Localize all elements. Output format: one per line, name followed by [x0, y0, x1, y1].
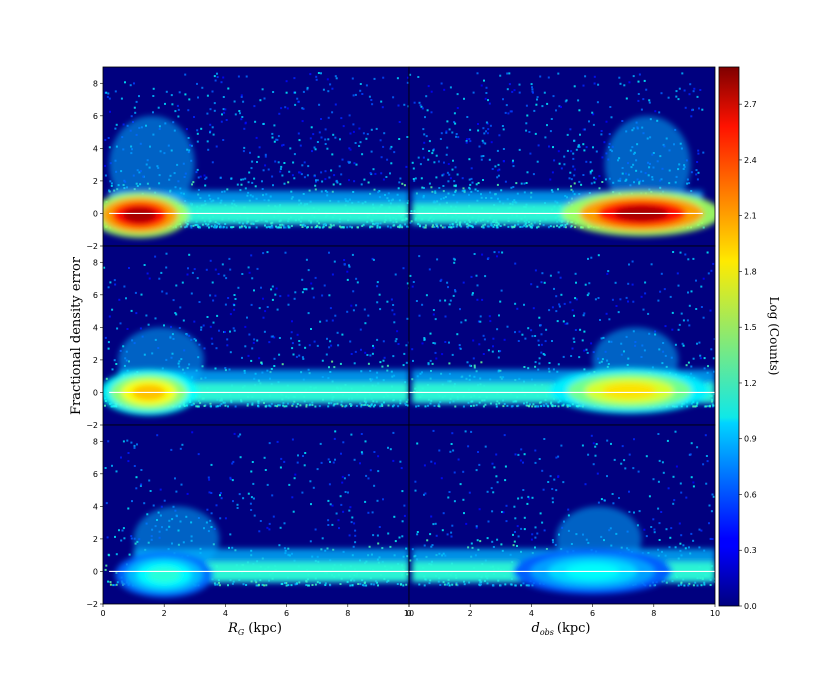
colorbar-tick-label: 1.5 — [744, 323, 757, 332]
y-tick-label: 2 — [93, 356, 98, 365]
y-tick-label: 6 — [93, 470, 98, 479]
x-label-left-subscript: G — [238, 628, 245, 637]
colorbar-tick-label: 0.6 — [744, 490, 757, 499]
y-tick-label: 0 — [93, 567, 98, 576]
x-tick-label: 6 — [284, 609, 289, 618]
x-tick-label: 0 — [406, 609, 411, 618]
panel-r2c2 — [408, 245, 716, 426]
y-tick-label: −2 — [86, 421, 98, 430]
y-tick-label: −2 — [86, 600, 98, 609]
y-tick-label: −2 — [86, 242, 98, 251]
colorbar-tick-label: 0.9 — [744, 435, 757, 444]
y-tick-label: 6 — [93, 112, 98, 121]
y-tick-label: 4 — [93, 144, 98, 153]
y-tick-label: 4 — [93, 323, 98, 332]
x-tick-label: 8 — [345, 609, 350, 618]
panel-r3c2 — [408, 424, 716, 605]
x-tick-label: 8 — [651, 609, 656, 618]
panel-r2c1 — [102, 245, 410, 426]
panel-frame — [408, 424, 716, 605]
x-tick-label: 2 — [162, 609, 167, 618]
colorbar-tick-label: 1.2 — [744, 379, 757, 388]
colorbar-label: Log (Counts) — [767, 297, 781, 376]
x-tick-label: 10 — [404, 609, 414, 618]
x-axis-label-right: dobs (kpc) — [532, 621, 591, 637]
x-tick-label: 0 — [100, 609, 105, 618]
y-tick-label: 0 — [93, 388, 98, 397]
colorbar-tick-label: 2.7 — [744, 100, 757, 109]
y-tick-label: 6 — [93, 291, 98, 300]
y-tick-label: 2 — [93, 177, 98, 186]
panel-r3c1 — [102, 424, 410, 605]
y-axis-label: Fractional density error — [69, 256, 84, 415]
density-core — [103, 327, 409, 416]
density-core — [412, 327, 715, 414]
colorbar-ticks: 0.0 0.3 0.6 0.9 1.2 1.5 1.8 2.1 2.4 2.7 — [739, 100, 757, 611]
density-core — [103, 115, 409, 238]
colorbar-tick-label: 0.0 — [744, 602, 757, 611]
x-axis-label-left: RG (kpc) — [227, 621, 282, 637]
x-tick-label: 6 — [590, 609, 595, 618]
panel-r1c2 — [408, 66, 716, 247]
x-label-right-unit: (kpc) — [557, 621, 591, 636]
x-tick-label: 10 — [710, 609, 720, 618]
x-label-right-subscript: obs — [540, 628, 554, 637]
colorbar-tick-label: 2.1 — [744, 212, 757, 221]
y-tick-label: 8 — [93, 79, 98, 88]
y-tick-label: 8 — [93, 437, 98, 446]
y-tick-label: 8 — [93, 258, 98, 267]
colorbar-tick-label: 0.3 — [744, 546, 757, 555]
x-tick-label: 4 — [223, 609, 228, 618]
y-tick-label: 0 — [93, 209, 98, 218]
x-tick-label: 2 — [468, 609, 473, 618]
x-label-right-symbol: d — [532, 621, 540, 636]
y-tick-label: 4 — [93, 502, 98, 511]
x-label-left-symbol: R — [227, 621, 238, 636]
panel-r1c1 — [102, 66, 410, 247]
heatmap-panels — [102, 66, 716, 605]
colorbar-gradient — [718, 66, 740, 607]
colorbar-tick-label: 1.8 — [744, 267, 757, 276]
x-tick-label: 4 — [529, 609, 534, 618]
colorbar-tick-label: 2.4 — [744, 156, 757, 165]
x-label-left-unit: (kpc) — [248, 621, 282, 636]
y-tick-label: 2 — [93, 535, 98, 544]
density-core — [115, 506, 409, 598]
colorbar: 0.0 0.3 0.6 0.9 1.2 1.5 1.8 2.1 2.4 2.7 — [718, 66, 757, 611]
